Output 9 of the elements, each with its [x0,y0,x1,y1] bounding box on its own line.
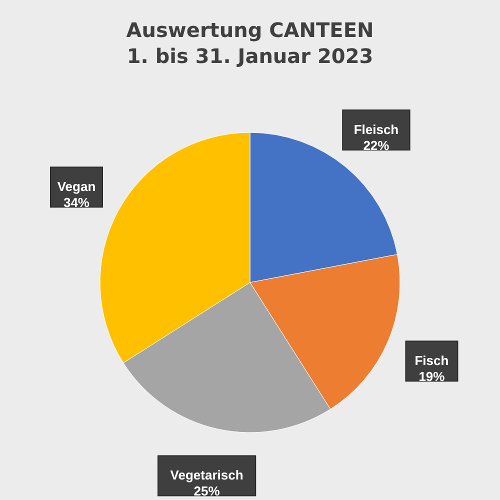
slice-label: Vegetarisch [170,468,244,483]
data-label: 34% [63,195,90,210]
data-label: 19% [418,369,446,384]
data-label: 22% [363,138,390,153]
slice-label: Vegan [57,179,96,194]
data-label: 25% [194,484,220,499]
chart-title: Auswertung CANTEEN 1. bis 31. Januar 2023 [126,18,374,68]
slice-label: Fleisch [354,122,399,137]
slice-label: Fisch [414,353,449,368]
